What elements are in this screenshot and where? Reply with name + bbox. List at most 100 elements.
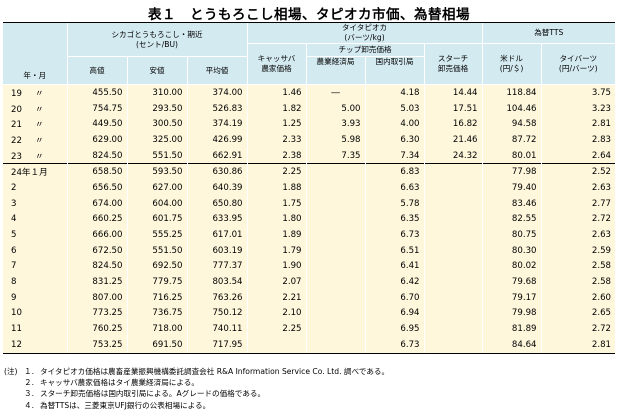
header-chip-agri: 農業経済局	[305, 56, 366, 85]
cell-avg: 662.91	[186, 147, 248, 164]
header-tapioca-group: タイタピオカ (バーツ/kg)	[246, 22, 483, 44]
cell-high: 824.50	[66, 258, 127, 275]
cell-starch: 21.46	[423, 132, 483, 148]
row-label: 19 〃	[3, 84, 67, 101]
header-starch-line2: 卸売価格	[437, 64, 469, 73]
cell-avg: 763.26	[186, 289, 248, 306]
table-row: 21 〃 449.50 300.50 374.19 1.25 3.93 4.00 16.82 94…	[3, 116, 616, 133]
table-row: 22 〃 629.00 325.00 426.99 2.33 5.98 6.30 21.46 87…	[3, 132, 616, 148]
header-year-month: 年・月	[3, 22, 67, 85]
cell-starch	[423, 180, 483, 196]
cell-baht: 2.58	[540, 258, 616, 275]
header-usd: 米ドル (円/＄)	[481, 43, 542, 85]
cell-chip-domestic: 4.18	[364, 84, 425, 101]
table-row: 24年１月 658.50 593.50 630.86 2.25 6.83 77.98 2.52	[3, 163, 616, 181]
header-year-month-label: 年・月	[23, 71, 47, 80]
cell-avg: 526.83	[186, 100, 248, 117]
cell-avg: 803.54	[186, 274, 248, 290]
cell-high: 660.25	[66, 211, 127, 228]
cell-chip-agri: 5.98	[305, 132, 366, 148]
cell-usd: 79.17	[481, 289, 542, 306]
cell-starch	[423, 163, 483, 181]
row-label: 5	[3, 227, 67, 243]
footnotes: (注) １. タイタピオカ価格は農畜産業振興機構委託調査会社 R&A Informa…	[4, 366, 389, 411]
cell-starch	[423, 274, 483, 290]
cell-low: 627.00	[126, 180, 187, 196]
footnote: ３. スターチ卸売価格は国内取引局による。Aグレードの価格である。	[4, 388, 389, 399]
cell-cassava: 2.38	[246, 147, 307, 164]
cell-baht: 2.63	[540, 180, 616, 196]
footnote-head: (注)	[4, 367, 18, 376]
cell-chip-domestic: 6.51	[364, 242, 425, 259]
cell-chip-domestic: 5.03	[364, 100, 425, 117]
row-year: 21	[11, 120, 22, 131]
cell-low: 692.50	[126, 258, 187, 275]
row-label: 2	[3, 180, 67, 196]
table-title: 表１ とうもろこし相場、タピオカ市価、為替相場	[148, 7, 470, 23]
footnote-text: スターチ卸売価格は国内取引局による。Aグレードの価格である。	[40, 389, 266, 399]
cell-high: 672.50	[66, 242, 127, 259]
header-corn-high: 高値	[66, 56, 127, 85]
cell-baht: 3.23	[540, 100, 616, 117]
table-row: 3 674.00 604.00 650.80 1.75 5.78 83.46 2.77	[3, 195, 616, 212]
cell-chip-domestic: 6.73	[364, 337, 425, 354]
cell-cassava: 1.79	[246, 242, 307, 259]
header-cassava: キャッサバ 農家価格	[246, 43, 307, 85]
footnote-number: ４.	[24, 400, 35, 410]
ditto-mark: 〃	[35, 88, 44, 99]
header-baht-line1: タイバーツ	[559, 54, 598, 63]
cell-low: 310.00	[126, 84, 187, 101]
cell-low: 551.50	[126, 242, 187, 259]
header-usd-line2: (円/＄)	[499, 64, 524, 73]
cell-usd: 77.98	[481, 163, 542, 181]
cell-avg: 374.00	[186, 84, 248, 101]
cell-baht: 2.65	[540, 305, 616, 322]
cell-baht: 2.63	[540, 227, 616, 243]
cell-high: 455.50	[66, 84, 127, 101]
cell-low: 691.50	[126, 337, 187, 354]
row-label: 10	[3, 305, 67, 322]
cell-starch: 17.51	[423, 100, 483, 117]
row-label: 22 〃	[3, 132, 67, 148]
cell-low: 601.75	[126, 211, 187, 228]
cell-avg: 603.19	[186, 242, 248, 259]
footnote-number: １.	[24, 367, 35, 376]
table-body: 19 〃 455.50 310.00 374.00 1.46 ― 4.18 14.44 118.8…	[3, 84, 616, 354]
cell-chip-domestic: 6.41	[364, 258, 425, 275]
cell-usd: 118.84	[481, 84, 542, 101]
market-price-table: 年・月 シカゴとうもろこし・期近 (セント/BU) タイタピオカ (バーツ/kg…	[3, 22, 616, 354]
cell-starch	[423, 258, 483, 275]
cell-usd: 80.75	[481, 227, 542, 243]
ditto-mark: 〃	[35, 151, 44, 162]
cell-avg: 750.12	[186, 305, 248, 322]
cell-usd: 80.01	[481, 147, 542, 164]
cell-chip-agri	[305, 305, 366, 322]
table-row: 8 831.25 779.75 803.54 2.07 6.42 79.68 2.58	[3, 274, 616, 290]
cell-avg: 640.39	[186, 180, 248, 196]
cell-chip-agri	[305, 163, 366, 181]
footnote-text: タイタピオカ価格は農畜産業振興機構委託調査会社 R&A Information …	[40, 367, 390, 376]
cell-avg: 374.19	[186, 116, 248, 133]
cell-avg: 740.11	[186, 321, 248, 337]
cell-baht: 2.52	[540, 163, 616, 181]
cell-usd: 82.55	[481, 211, 542, 228]
row-label: 11	[3, 321, 67, 337]
header-chip-domestic: 国内取引局	[364, 56, 425, 85]
cell-usd: 94.58	[481, 116, 542, 133]
header-tapioca-unit: (バーツ/kg)	[344, 33, 385, 42]
cell-high: 449.50	[66, 116, 127, 133]
cell-low: 604.00	[126, 195, 187, 212]
cell-chip-agri	[305, 321, 366, 337]
row-label: 9	[3, 289, 67, 306]
cell-avg: 777.37	[186, 258, 248, 275]
cell-high: 824.50	[66, 147, 127, 164]
table-row: 12 753.25 691.50 717.95 6.73 84.64 2.81	[3, 337, 616, 354]
header-fx-title: 為替TTS	[534, 28, 564, 37]
cell-low: 716.25	[126, 289, 187, 306]
footnote-number: ２.	[24, 378, 35, 388]
cell-high: 807.00	[66, 289, 127, 306]
cell-chip-domestic: 4.00	[364, 116, 425, 133]
row-label: 3	[3, 195, 67, 212]
cell-usd: 81.89	[481, 321, 542, 337]
cell-cassava: 1.82	[246, 100, 307, 117]
